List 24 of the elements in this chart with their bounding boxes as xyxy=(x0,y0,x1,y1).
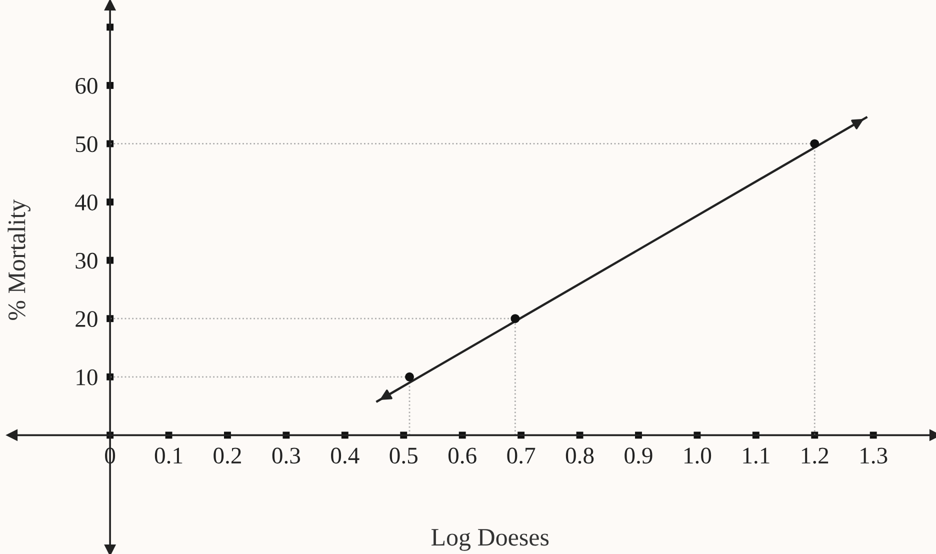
y-tick-label: 60 xyxy=(76,78,98,94)
x-tick-label: 0.4 xyxy=(331,448,360,464)
x-tick-label: 0.9 xyxy=(624,448,652,464)
x-tick-label: 1.2 xyxy=(802,448,828,464)
x-tick-label: 0.7 xyxy=(507,448,536,464)
y-tick-label: 30 xyxy=(76,252,98,269)
y-axis-title: % Mortality xyxy=(8,199,30,320)
x-tick-label: 0.2 xyxy=(214,448,241,464)
y-tick-label: 20 xyxy=(76,311,98,328)
y-tick-label: 40 xyxy=(75,194,98,210)
y-tick-label: 10 xyxy=(76,369,98,386)
x-tick-label: 0.6 xyxy=(448,448,476,464)
point xyxy=(810,139,820,148)
x-axis-title: Log Doeses xyxy=(431,529,549,551)
y-tick-label: 50 xyxy=(76,136,98,152)
x-tick-label: 1.0 xyxy=(684,448,712,464)
x-tick-label: 0.1 xyxy=(154,448,182,464)
x-tick-label: 1.3 xyxy=(860,448,888,464)
point xyxy=(405,372,414,382)
x-tick-label: 0.5 xyxy=(390,448,418,464)
point xyxy=(510,314,520,324)
x-tick-label: 0.8 xyxy=(566,448,594,464)
x-tick-label: 0.3 xyxy=(272,448,300,464)
x-tick-label: 1.1 xyxy=(743,448,770,464)
